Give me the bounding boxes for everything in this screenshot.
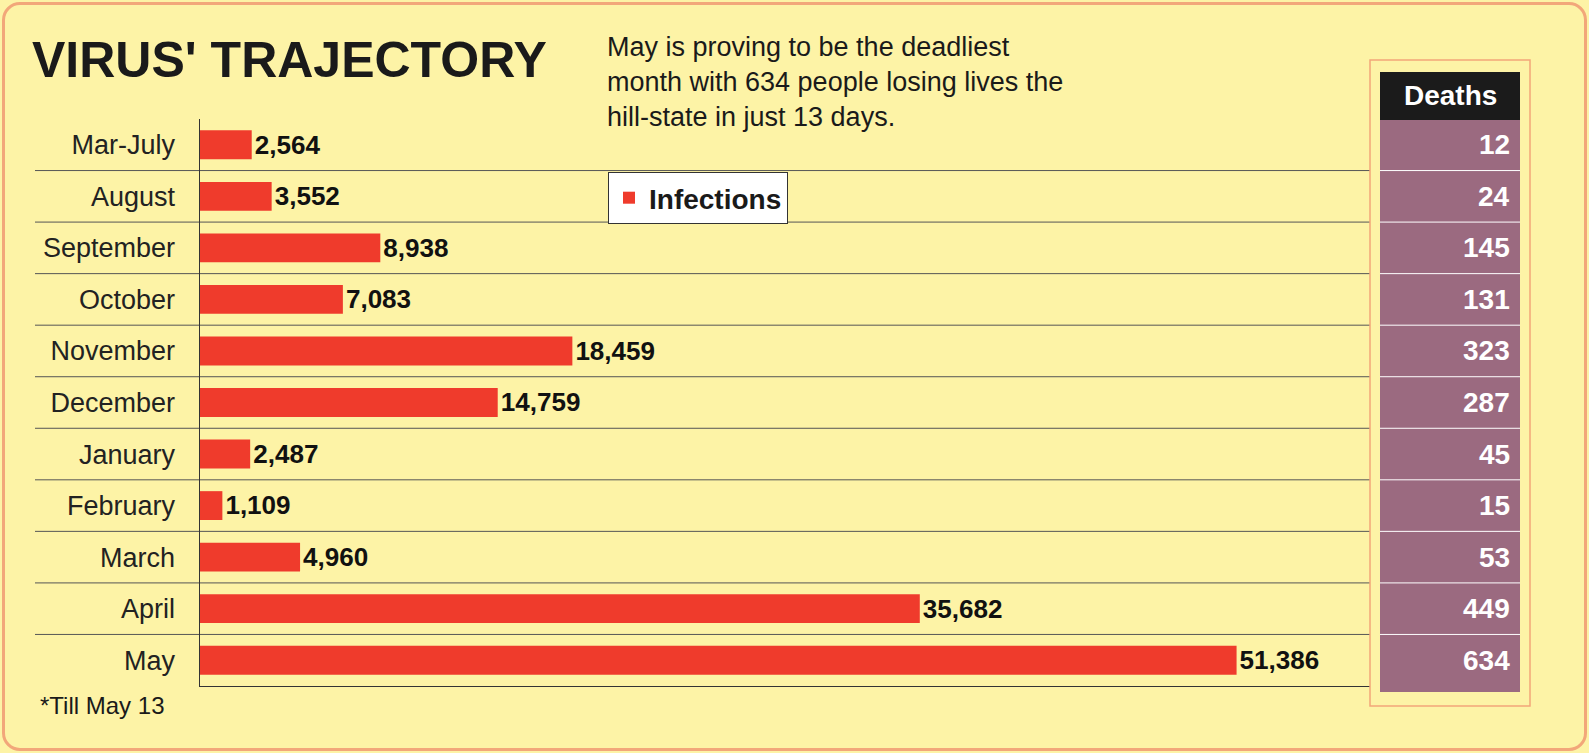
svg-text:VIRUS' TRAJECTORY: VIRUS' TRAJECTORY bbox=[32, 32, 547, 88]
svg-text:May: May bbox=[124, 646, 176, 676]
svg-text:8,938: 8,938 bbox=[383, 233, 448, 263]
svg-text:323: 323 bbox=[1463, 335, 1510, 366]
svg-text:February: February bbox=[67, 491, 176, 521]
svg-text:145: 145 bbox=[1463, 232, 1510, 263]
svg-text:4,960: 4,960 bbox=[303, 542, 368, 572]
svg-text:*Till May 13: *Till May 13 bbox=[40, 692, 164, 719]
svg-text:August: August bbox=[91, 182, 176, 212]
svg-text:35,682: 35,682 bbox=[923, 594, 1003, 624]
svg-text:7,083: 7,083 bbox=[346, 284, 411, 314]
svg-text:May is proving to be the deadl: May is proving to be the deadliestmonth … bbox=[607, 32, 1063, 132]
svg-text:2,564: 2,564 bbox=[255, 130, 321, 160]
svg-text:January: January bbox=[79, 440, 176, 470]
svg-text:287: 287 bbox=[1463, 387, 1510, 418]
svg-text:Deaths: Deaths bbox=[1404, 80, 1497, 111]
svg-text:131: 131 bbox=[1463, 284, 1510, 315]
svg-text:12: 12 bbox=[1479, 129, 1510, 160]
svg-text:3,552: 3,552 bbox=[275, 181, 340, 211]
svg-text:449: 449 bbox=[1463, 593, 1510, 624]
svg-text:October: October bbox=[79, 285, 175, 315]
svg-text:1,109: 1,109 bbox=[225, 490, 290, 520]
svg-text:15: 15 bbox=[1479, 490, 1510, 521]
svg-text:18,459: 18,459 bbox=[575, 336, 655, 366]
svg-text:45: 45 bbox=[1479, 439, 1510, 470]
svg-text:December: December bbox=[51, 388, 176, 418]
svg-text:53: 53 bbox=[1479, 542, 1510, 573]
svg-text:14,759: 14,759 bbox=[501, 387, 581, 417]
svg-text:24: 24 bbox=[1478, 181, 1510, 212]
svg-text:November: November bbox=[51, 336, 176, 366]
svg-text:Mar-July: Mar-July bbox=[72, 130, 176, 160]
svg-text:634: 634 bbox=[1463, 645, 1510, 676]
svg-text:September: September bbox=[43, 233, 175, 263]
svg-text:April: April bbox=[121, 594, 175, 624]
svg-text:March: March bbox=[100, 543, 175, 573]
svg-text:2,487: 2,487 bbox=[253, 439, 318, 469]
svg-text:Infections: Infections bbox=[649, 184, 781, 215]
svg-text:51,386: 51,386 bbox=[1240, 645, 1320, 675]
